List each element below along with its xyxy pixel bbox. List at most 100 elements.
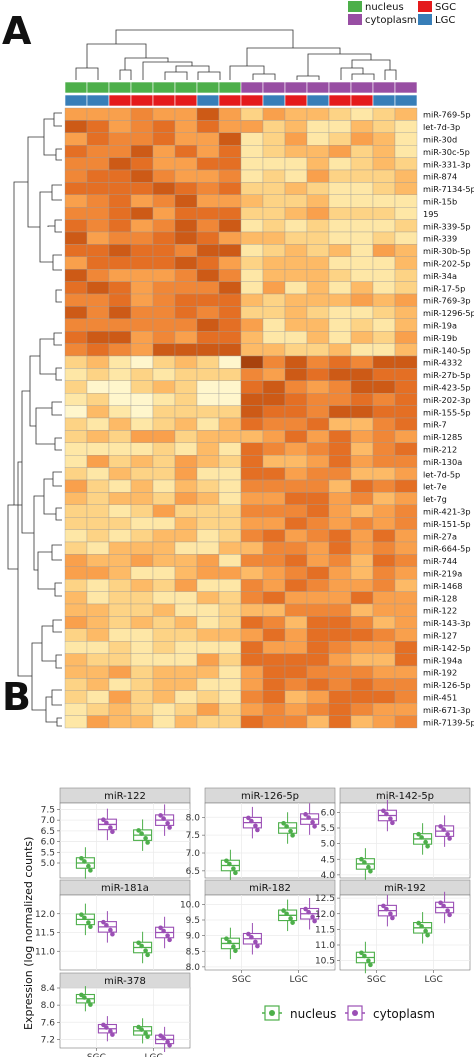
point bbox=[441, 903, 446, 909]
heatmap-cell bbox=[218, 132, 242, 146]
heatmap-cell bbox=[196, 467, 220, 481]
point bbox=[255, 943, 260, 949]
point bbox=[246, 931, 251, 937]
heatmap-cell bbox=[262, 417, 286, 431]
heatmap-cell bbox=[64, 566, 88, 580]
heatmap-cell bbox=[328, 641, 352, 654]
point bbox=[158, 813, 163, 818]
heatmap-cell bbox=[64, 120, 88, 133]
heatmap-cell bbox=[372, 157, 396, 171]
heatmap-cell bbox=[284, 504, 308, 518]
heatmap-cell bbox=[108, 405, 132, 419]
heatmap-cell bbox=[174, 331, 198, 344]
point bbox=[86, 920, 91, 925]
heatmap-cell bbox=[174, 665, 198, 679]
heatmap-cell bbox=[196, 132, 220, 146]
heatmap-cell bbox=[64, 641, 88, 654]
heatmap-cell bbox=[284, 157, 308, 171]
heatmap-cell bbox=[152, 219, 176, 233]
heatmap-cell bbox=[394, 281, 418, 295]
heatmap-cell bbox=[306, 417, 330, 431]
point bbox=[158, 925, 163, 931]
heatmap-cell bbox=[196, 529, 220, 543]
heatmap-cell bbox=[152, 690, 176, 704]
heatmap-cell bbox=[196, 405, 220, 419]
point bbox=[79, 912, 84, 917]
heatmap-cell bbox=[130, 207, 154, 220]
point bbox=[143, 948, 148, 953]
row-label: miR-130a bbox=[423, 457, 462, 467]
heatmap-cell bbox=[86, 554, 110, 567]
heatmap-cell bbox=[372, 182, 396, 195]
heatmap-cell bbox=[174, 641, 198, 654]
heatmap-cell bbox=[218, 690, 242, 704]
heatmap-cell bbox=[196, 293, 220, 307]
heatmap-cell bbox=[196, 343, 220, 357]
heatmap-cell bbox=[306, 541, 330, 555]
heatmap-cell bbox=[152, 244, 176, 257]
heatmap-cell bbox=[108, 120, 132, 133]
group-cell bbox=[86, 94, 110, 107]
heatmap-cell bbox=[394, 293, 418, 307]
heatmap-cell bbox=[218, 455, 242, 468]
heatmap-cell bbox=[284, 653, 308, 667]
heatmap-cell bbox=[350, 318, 374, 332]
heatmap-cell bbox=[240, 231, 264, 245]
heatmap-cell bbox=[196, 182, 220, 195]
heatmap-cell bbox=[284, 603, 308, 617]
heatmap-cell bbox=[350, 306, 374, 319]
row-label: miR-143-3p bbox=[423, 618, 471, 628]
heatmap-cell bbox=[130, 120, 154, 133]
heatmap-cell bbox=[174, 579, 198, 592]
group-cell bbox=[196, 94, 220, 107]
heatmap-cell bbox=[64, 417, 88, 431]
heatmap-cell bbox=[306, 579, 330, 592]
y-tick-label: 7.0 bbox=[41, 816, 56, 826]
heatmap-cell bbox=[350, 157, 374, 171]
point bbox=[310, 914, 315, 920]
heatmap-cell bbox=[130, 703, 154, 716]
point bbox=[425, 843, 430, 849]
group-cell bbox=[350, 94, 374, 107]
heatmap-cell bbox=[394, 455, 418, 468]
heatmap-cell bbox=[284, 231, 308, 245]
heatmap-cell bbox=[64, 690, 88, 704]
point bbox=[110, 1032, 115, 1037]
compartment-cell bbox=[262, 81, 286, 94]
heatmap-cell bbox=[350, 678, 374, 691]
heatmap-cell bbox=[262, 355, 286, 369]
facet-miR-122: miR-122 5.05.56.06.57.07.5 bbox=[41, 787, 191, 879]
heatmap-cell bbox=[350, 194, 374, 208]
heatmap-cell bbox=[328, 417, 352, 431]
heatmap-cell bbox=[152, 504, 176, 518]
heatmap-cell bbox=[372, 145, 396, 158]
point bbox=[445, 908, 450, 913]
heatmap-cell bbox=[262, 107, 286, 121]
heatmap-cell bbox=[152, 641, 176, 654]
row-label: miR-769-5p bbox=[423, 110, 471, 120]
y-tick-label: 5.0 bbox=[41, 859, 56, 869]
heatmap-cell bbox=[86, 343, 110, 357]
heatmap-cell bbox=[196, 628, 220, 642]
heatmap-cell bbox=[284, 579, 308, 592]
heatmap-cell bbox=[218, 641, 242, 654]
heatmap-cell bbox=[86, 269, 110, 282]
strip-label: miR-122 bbox=[104, 791, 146, 802]
heatmap-cell bbox=[196, 653, 220, 667]
y-tick-label: 4.0 bbox=[321, 871, 336, 881]
heatmap-cell bbox=[240, 541, 264, 555]
heatmap-cell bbox=[152, 492, 176, 505]
heatmap-cell bbox=[240, 207, 264, 220]
heatmap-cell bbox=[240, 628, 264, 642]
point bbox=[161, 928, 166, 934]
heatmap-cell bbox=[394, 479, 418, 493]
heatmap-cell bbox=[108, 194, 132, 208]
y-tick-label: 6.0 bbox=[321, 808, 336, 818]
heatmap-cell bbox=[130, 306, 154, 319]
heatmap-cell bbox=[372, 529, 396, 543]
heatmap-cell bbox=[64, 231, 88, 245]
heatmap-cell bbox=[372, 455, 396, 468]
heatmap-cell bbox=[196, 306, 220, 319]
point bbox=[246, 815, 251, 821]
